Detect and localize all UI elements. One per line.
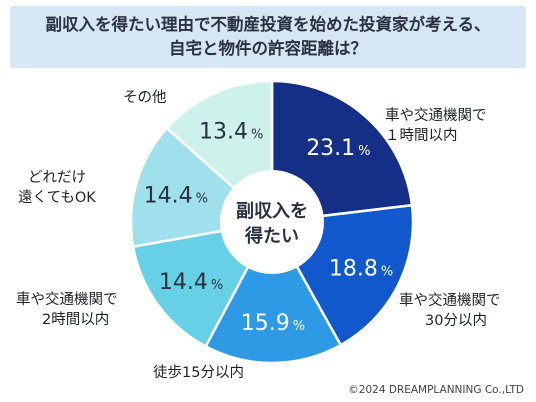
slice-value-label-3: 14.4% bbox=[159, 270, 223, 295]
category-label-other: その他 bbox=[123, 88, 167, 108]
category-label-anywhere-line-1: どれだけ bbox=[28, 170, 86, 186]
category-label-anywhere-line-2: 遠くてもOK bbox=[18, 190, 96, 206]
category-label-30min: 車や交通機関で 30分以内 bbox=[399, 291, 501, 331]
category-label-2hours-line-1: 車や交通機関で bbox=[16, 292, 118, 308]
center-label-line-2: 得たい bbox=[244, 225, 299, 247]
category-label-walk-line-1: 徒歩15分以内 bbox=[153, 365, 244, 381]
slice-value-label-1: 18.8% bbox=[329, 256, 393, 281]
slice-value-label-0: 23.1% bbox=[306, 136, 370, 161]
category-label-1hour-line-2: １時間以内 bbox=[385, 128, 458, 144]
category-label-anywhere: どれだけ 遠くてもOK bbox=[18, 168, 96, 208]
category-label-1hour: 車や交通機関で １時間以内 bbox=[385, 106, 487, 146]
center-label-line-1: 副収入を bbox=[236, 201, 308, 222]
category-label-1hour-line-1: 車や交通機関で bbox=[385, 108, 487, 124]
category-label-walk: 徒歩15分以内 bbox=[153, 363, 244, 383]
slice-value-label-2: 15.9% bbox=[241, 311, 305, 336]
category-label-2hours-line-2: 2時間以内 bbox=[42, 312, 110, 328]
slice-value-label-4: 14.4% bbox=[144, 184, 208, 209]
chart-title-line-2: 自宅と物件の許容距離は？ bbox=[169, 39, 367, 58]
slice-value-label-5: 13.4% bbox=[199, 120, 263, 145]
copyright-text: ©2024 DREAMPLANNING Co.,LTD bbox=[348, 384, 524, 396]
pie-slice-2 bbox=[203, 219, 343, 365]
category-label-other-line-1: その他 bbox=[123, 90, 167, 106]
donut-center bbox=[220, 170, 324, 274]
title-banner: 副収入を得たい理由で不動産投資を始めた投資家が考える、 自宅と物件の許容距離は？ bbox=[10, 6, 526, 68]
category-label-2hours: 車や交通機関で 2時間以内 bbox=[16, 290, 118, 330]
category-label-30min-line-2: 30分以内 bbox=[425, 313, 487, 329]
chart-title-line-1: 副収入を得たい理由で不動産投資を始めた投資家が考える、 bbox=[45, 15, 491, 34]
category-label-30min-line-1: 車や交通機関で bbox=[399, 293, 501, 309]
